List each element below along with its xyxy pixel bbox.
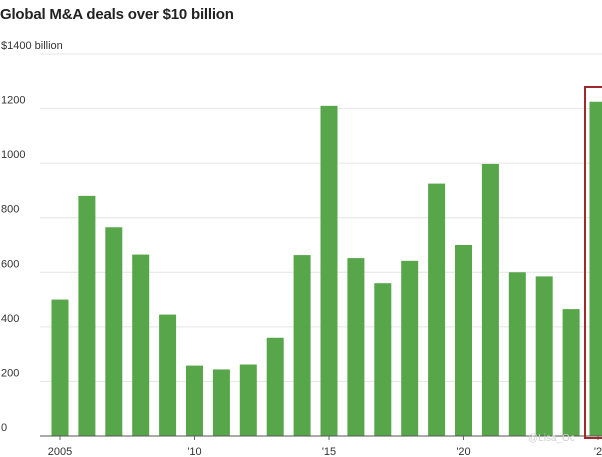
bar-2012 xyxy=(239,364,257,436)
x-tick-label: '2 xyxy=(594,446,602,457)
x-tick-label: '20 xyxy=(456,446,470,457)
bar-2016 xyxy=(347,258,365,436)
bar-2024 xyxy=(562,309,580,436)
bar-2015 xyxy=(320,105,338,436)
watermark: @Lisa_Oc xyxy=(528,433,575,444)
y-tick-label: 0 xyxy=(1,422,7,434)
bar-2010 xyxy=(186,365,203,436)
y-tick-label: 600 xyxy=(1,258,19,270)
bar-2025 xyxy=(589,101,602,436)
bar-2017 xyxy=(374,283,392,436)
bar-2014 xyxy=(293,255,311,436)
y-tick-label: 1000 xyxy=(1,149,25,161)
bar-2013 xyxy=(266,337,284,436)
x-axis-ticks: 2005 '10 '15 '20 '2 xyxy=(48,436,602,457)
x-tick-label: '15 xyxy=(322,446,336,457)
bar-2011 xyxy=(212,369,230,436)
y-tick-label: 400 xyxy=(1,313,19,325)
bar-2020 xyxy=(455,245,472,436)
y-tick-label: 800 xyxy=(1,204,19,216)
x-tick-label: 2005 xyxy=(48,446,72,457)
bar-2021 xyxy=(481,163,499,436)
highlight-box xyxy=(584,86,602,439)
y-tick-label: 200 xyxy=(1,367,19,379)
y-tick-label: $1400 billion xyxy=(1,40,63,52)
bar-2018 xyxy=(401,260,419,436)
bar-2006 xyxy=(78,195,96,436)
bar-2007 xyxy=(105,227,123,436)
bars xyxy=(51,101,602,436)
y-tick-label: 1200 xyxy=(1,95,25,107)
bar-2023 xyxy=(535,276,553,436)
x-tick-label: '10 xyxy=(187,446,201,457)
bar-2009 xyxy=(159,314,177,436)
bar-2022 xyxy=(508,272,526,436)
y-axis-ticks: 0 200 400 600 800 1000 1200 $1400 billion xyxy=(1,40,63,434)
bar-2005 xyxy=(51,299,69,436)
chart-title: Global M&A deals over $10 billion xyxy=(0,6,234,23)
bar-2019 xyxy=(428,183,446,436)
bar-2008 xyxy=(132,254,150,436)
